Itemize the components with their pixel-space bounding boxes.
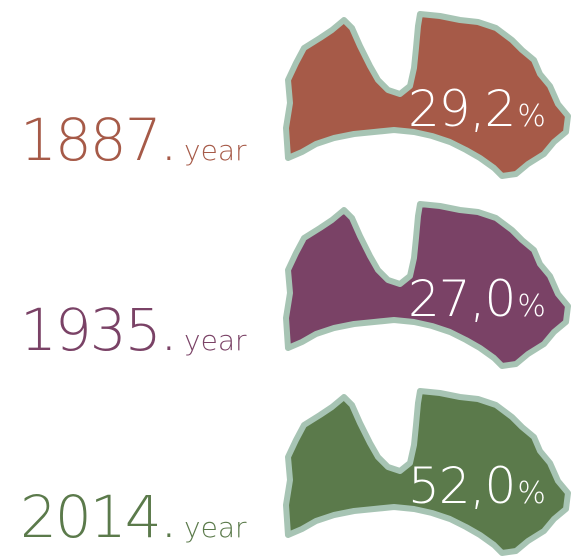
percentage-value: 52,0 xyxy=(408,457,515,515)
year-number: 1935. xyxy=(20,296,176,364)
percentage-sign: % xyxy=(517,476,546,511)
year-unit: year xyxy=(184,134,247,167)
year-label: 1935. year xyxy=(20,296,247,364)
year-label: 2014. year xyxy=(20,483,247,551)
year-label: 1887. year xyxy=(20,106,247,174)
percentage: 52,0% xyxy=(408,457,546,515)
row: 2014. year 52,0% xyxy=(20,391,568,553)
row: 1935. year 27,0% xyxy=(20,204,568,366)
year-unit: year xyxy=(184,324,247,357)
year-number: 2014. xyxy=(20,483,176,551)
percentage: 29,2% xyxy=(408,80,546,138)
percentage-value: 27,0 xyxy=(408,270,515,328)
year-number: 1887. xyxy=(20,106,176,174)
percentage-value: 29,2 xyxy=(408,80,515,138)
row: 1887. year 29,2% xyxy=(20,14,568,176)
year-unit: year xyxy=(184,511,247,544)
percentage-sign: % xyxy=(517,289,546,324)
percentage-sign: % xyxy=(517,99,546,134)
percentage: 27,0% xyxy=(408,270,546,328)
